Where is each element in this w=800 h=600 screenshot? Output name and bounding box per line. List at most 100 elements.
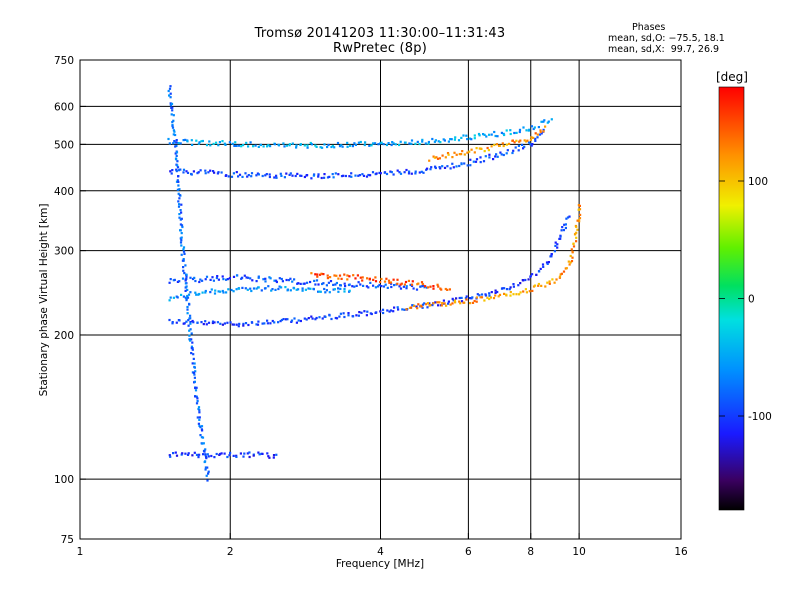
data-point — [322, 282, 325, 285]
data-point — [560, 229, 563, 232]
data-point — [215, 452, 218, 456]
data-point — [434, 166, 437, 170]
data-point — [368, 144, 371, 147]
data-point — [453, 299, 456, 302]
data-point — [382, 143, 385, 146]
data-point — [269, 277, 272, 280]
data-point — [369, 281, 372, 284]
data-point — [176, 164, 179, 167]
data-point — [219, 322, 222, 325]
data-point — [168, 318, 171, 322]
data-point — [364, 141, 367, 144]
data-point — [342, 312, 345, 315]
data-point — [235, 274, 239, 277]
data-point — [353, 285, 356, 288]
data-point — [190, 338, 193, 341]
data-point — [374, 142, 377, 145]
data-point — [188, 329, 191, 332]
data-point — [466, 138, 469, 141]
data-point — [554, 241, 557, 244]
data-point — [431, 304, 434, 307]
y-tick-label: 300 — [54, 246, 74, 258]
data-point — [189, 322, 192, 325]
data-point — [354, 143, 357, 146]
data-point — [386, 286, 389, 289]
data-point — [284, 318, 288, 321]
data-point — [176, 166, 180, 169]
data-point — [559, 237, 562, 240]
data-point — [392, 278, 395, 281]
data-point — [296, 172, 299, 175]
data-point — [170, 102, 174, 105]
data-point — [182, 269, 185, 272]
data-point — [532, 136, 535, 139]
data-point — [539, 267, 542, 270]
data-point — [579, 213, 582, 216]
data-point — [435, 156, 438, 159]
data-point — [407, 172, 411, 175]
data-point — [404, 141, 407, 144]
data-point — [220, 452, 223, 455]
data-point — [192, 170, 195, 173]
data-point — [366, 310, 369, 313]
data-point — [575, 240, 578, 243]
y-tick-label: 200 — [54, 330, 74, 342]
data-point — [383, 280, 387, 283]
data-point — [387, 142, 390, 145]
data-point — [570, 248, 573, 251]
data-point — [214, 289, 217, 292]
data-point — [228, 277, 231, 280]
data-point — [400, 282, 403, 285]
data-point — [193, 376, 196, 379]
data-point — [392, 310, 395, 313]
data-point — [403, 171, 406, 174]
data-point — [229, 321, 232, 324]
data-point — [207, 171, 210, 174]
data-point — [505, 293, 508, 296]
data-point — [267, 144, 270, 147]
data-point — [519, 282, 522, 285]
data-point — [520, 143, 524, 146]
data-point — [305, 318, 308, 321]
data-point — [523, 145, 526, 148]
data-point — [396, 282, 399, 285]
data-point — [210, 288, 213, 291]
data-point — [271, 319, 274, 323]
data-point — [526, 139, 529, 142]
data-point — [319, 273, 322, 276]
data-point — [169, 278, 172, 281]
data-point — [237, 144, 241, 147]
data-point — [496, 155, 499, 158]
data-point — [306, 281, 309, 284]
data-point — [184, 452, 187, 455]
data-point — [408, 170, 411, 173]
data-point — [171, 169, 174, 172]
data-point — [396, 278, 399, 281]
data-point — [454, 301, 457, 304]
data-point — [455, 165, 458, 168]
data-point — [317, 175, 320, 178]
data-point — [290, 320, 293, 323]
data-point — [175, 170, 178, 173]
data-point — [191, 454, 194, 457]
x-axis-label: Frequency [MHz] — [336, 558, 424, 570]
data-point — [169, 102, 172, 105]
x-tick-label: 1 — [77, 546, 84, 558]
data-point — [186, 308, 189, 311]
data-point — [177, 142, 180, 145]
data-point — [346, 145, 349, 148]
data-point — [385, 277, 388, 280]
data-point — [170, 113, 173, 116]
data-point — [230, 288, 233, 292]
data-point — [198, 292, 201, 296]
data-point — [379, 172, 382, 175]
data-point — [318, 316, 321, 319]
data-point — [494, 291, 497, 294]
data-point — [204, 289, 207, 293]
data-point — [390, 285, 393, 289]
data-point — [289, 277, 292, 280]
data-point — [182, 139, 185, 142]
data-point — [283, 145, 286, 148]
data-point — [257, 173, 260, 176]
data-point — [339, 287, 342, 290]
